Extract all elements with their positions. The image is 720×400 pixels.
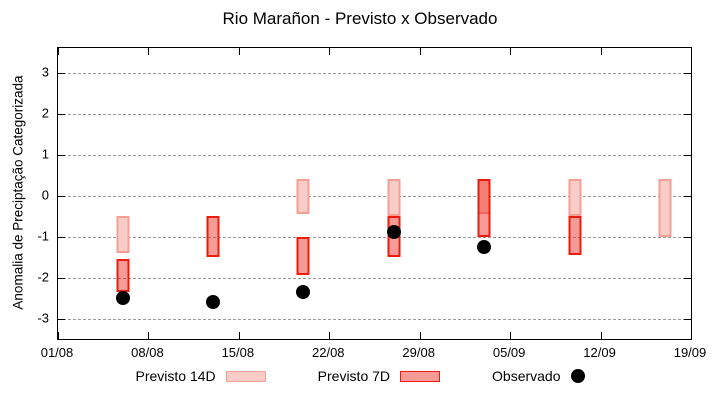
observado-point [296, 284, 311, 299]
y-tick-mark [58, 154, 65, 156]
y-tick-mark [58, 277, 65, 279]
x-tick-label: 01/08 [40, 345, 74, 360]
x-tick-mark [419, 332, 421, 339]
previsto-14d-bar [658, 179, 672, 237]
legend-item-previsto-14d: Previsto 14D [136, 368, 266, 384]
legend: Previsto 14D Previsto 7D Observado [0, 368, 720, 384]
y-tick-mark [58, 318, 65, 320]
gridline [58, 318, 691, 320]
y-tick-mark [684, 277, 691, 279]
chart-title: Rio Marañon - Previsto x Observado [222, 9, 498, 28]
y-tick-mark [684, 236, 691, 238]
previsto-14d-bar [387, 179, 401, 217]
legend-swatch-previsto-14d [225, 370, 266, 382]
gridline [58, 195, 691, 197]
previsto-7d-bar [116, 259, 130, 292]
y-tick-mark [58, 236, 65, 238]
observado-point [386, 225, 401, 240]
x-tick-label: 19/09 [673, 345, 707, 360]
y-tick-mark [58, 113, 65, 115]
y-tick-mark [684, 195, 691, 197]
legend-label-previsto-14d: Previsto 14D [135, 368, 216, 384]
x-tick-mark [329, 332, 331, 339]
legend-label-previsto-7d: Previsto 7D [317, 368, 391, 384]
previsto-14d-bar [568, 179, 582, 217]
x-tick-mark [691, 48, 692, 55]
previsto-14d-bar [296, 179, 310, 214]
previsto-7d-bar [296, 236, 310, 276]
plot-area [57, 47, 692, 340]
y-tick-mark [684, 318, 691, 320]
x-tick-mark [148, 48, 150, 55]
previsto-7d-bar [568, 216, 582, 255]
y-tick-mark [684, 113, 691, 115]
y-tick-mark [58, 195, 65, 197]
x-tick-mark [600, 48, 602, 55]
legend-label-observado: Observado [492, 368, 561, 384]
observado-point [115, 291, 130, 305]
gridline [58, 113, 691, 115]
y-tick-label: 0 [41, 187, 49, 203]
x-tick-mark [691, 332, 692, 339]
x-tick-mark [329, 48, 331, 55]
y-tick-mark [684, 72, 691, 74]
observado-point [477, 239, 492, 254]
gridline [58, 236, 691, 238]
x-tick-mark [510, 332, 512, 339]
x-tick-mark [58, 332, 59, 339]
previsto-7d-bar [206, 216, 220, 258]
y-tick-mark [684, 154, 691, 156]
observado-point [206, 295, 221, 310]
previsto-14d-bar [116, 216, 130, 253]
gridline [58, 277, 691, 279]
legend-swatch-observado [570, 369, 585, 383]
previsto-7d-bar [477, 179, 491, 237]
y-tick-label: -2 [37, 269, 49, 285]
x-tick-mark [419, 48, 421, 55]
legend-item-previsto-7d: Previsto 7D [317, 368, 441, 384]
x-tick-mark [238, 332, 240, 339]
x-tick-label: 05/09 [492, 345, 526, 360]
gridline [58, 72, 691, 74]
gridline [58, 154, 691, 156]
x-tick-label: 08/08 [131, 345, 164, 360]
y-tick-label: 3 [41, 64, 49, 80]
y-tick-label: -3 [37, 310, 49, 325]
x-tick-label: 22/08 [312, 345, 345, 360]
x-tick-mark [148, 332, 150, 339]
y-tick-label: 2 [41, 105, 49, 121]
x-tick-label: 15/08 [221, 345, 255, 360]
y-tick-mark [58, 72, 65, 74]
x-tick-label: 29/08 [402, 345, 435, 360]
legend-swatch-previsto-7d [400, 370, 441, 382]
x-tick-label: 12/09 [583, 345, 616, 360]
x-tick-mark [58, 48, 59, 55]
y-tick-label: 1 [41, 146, 49, 162]
legend-item-observado: Observado [492, 368, 585, 384]
x-tick-mark [238, 48, 240, 55]
y-tick-label: -1 [37, 228, 49, 244]
x-tick-mark [600, 332, 602, 339]
x-tick-mark [510, 48, 512, 55]
